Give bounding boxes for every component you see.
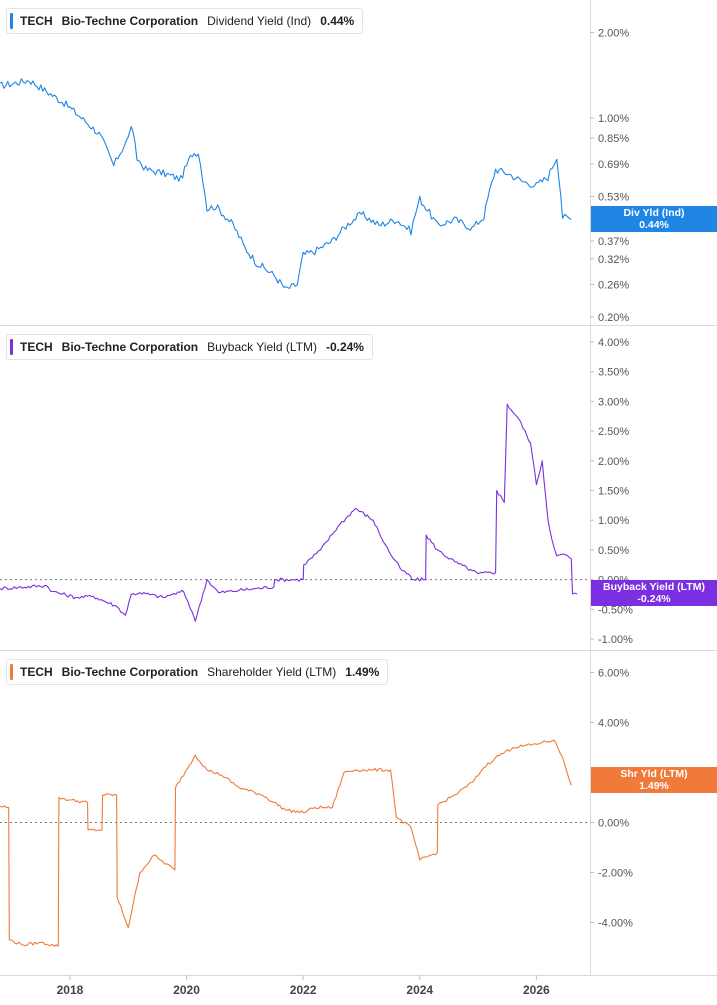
legend-color-bar: [10, 339, 13, 355]
legend-value: -0.24%: [325, 340, 364, 354]
value-tag-value: 1.49%: [639, 780, 669, 792]
legend-metric: Buyback Yield (LTM): [207, 340, 317, 354]
legend-buyback: TECH Bio-Techne Corporation Buyback Yiel…: [6, 334, 373, 360]
legend-company: Bio-Techne Corporation: [61, 14, 199, 28]
y-tick-label: 1.00%: [598, 113, 629, 125]
legend-value: 1.49%: [345, 665, 380, 679]
y-tick-label: 0.37%: [598, 236, 629, 248]
value-tag-label: Div Yld (Ind): [623, 207, 685, 219]
legend-shareholder: TECH Bio-Techne Corporation Shareholder …: [6, 659, 389, 685]
value-tag-label: Buyback Yield (LTM): [603, 581, 705, 593]
legend-ticker: TECH: [20, 665, 53, 679]
legend-color-bar: [10, 664, 13, 680]
value-tag-shareholder: Shr Yld (LTM) 1.49%: [591, 767, 717, 793]
x-tick-label: 2020: [173, 983, 200, 997]
y-tick-label: 0.00%: [598, 818, 629, 830]
y-tick-label: 4.00%: [598, 337, 629, 349]
legend-ticker: TECH: [20, 14, 53, 28]
y-tick-label: 0.85%: [598, 133, 629, 145]
legend-company: Bio-Techne Corporation: [61, 665, 199, 679]
legend-metric: Dividend Yield (Ind): [207, 14, 312, 28]
value-tag-dividend: Div Yld (Ind) 0.44%: [591, 206, 717, 232]
y-tick-label: 6.00%: [598, 668, 629, 680]
y-tick-label: 2.50%: [598, 426, 629, 438]
legend-dividend: TECH Bio-Techne Corporation Dividend Yie…: [6, 8, 364, 34]
value-tag-label: Shr Yld (LTM): [620, 768, 688, 780]
y-tick-label: 0.50%: [598, 545, 629, 557]
y-tick-label: 2.00%: [598, 28, 629, 40]
legend-value: 0.44%: [320, 14, 355, 28]
x-tick-label: 2018: [57, 983, 84, 997]
legend-color-bar: [10, 13, 13, 29]
y-tick-label: 0.26%: [598, 279, 629, 291]
y-tick-label: -2.00%: [598, 868, 633, 880]
y-tick-label: 1.00%: [598, 515, 629, 527]
legend-ticker: TECH: [20, 340, 53, 354]
y-tick-label: -0.50%: [598, 604, 633, 616]
value-tag-value: 0.44%: [639, 219, 669, 231]
value-tag-buyback: Buyback Yield (LTM) -0.24%: [591, 580, 717, 606]
y-tick-label: -4.00%: [598, 918, 633, 930]
y-tick-label: -1.00%: [598, 634, 633, 646]
legend-company: Bio-Techne Corporation: [61, 340, 199, 354]
y-tick-label: 0.20%: [598, 312, 629, 324]
legend-metric: Shareholder Yield (LTM): [207, 665, 337, 679]
y-tick-label: 1.50%: [598, 486, 629, 498]
x-tick-label: 2026: [523, 983, 550, 997]
y-tick-label: 2.00%: [598, 456, 629, 468]
series-line: [0, 78, 572, 289]
y-tick-label: 0.69%: [598, 159, 629, 171]
series-line: [0, 403, 578, 622]
series-line: [0, 739, 572, 947]
y-tick-label: 0.53%: [598, 192, 629, 204]
y-tick-label: 0.32%: [598, 254, 629, 266]
x-tick-label: 2022: [290, 983, 317, 997]
value-tag-value: -0.24%: [637, 593, 671, 605]
y-tick-label: 4.00%: [598, 718, 629, 730]
x-tick-label: 2024: [406, 983, 433, 997]
y-tick-label: 3.00%: [598, 396, 629, 408]
y-tick-label: 3.50%: [598, 367, 629, 379]
